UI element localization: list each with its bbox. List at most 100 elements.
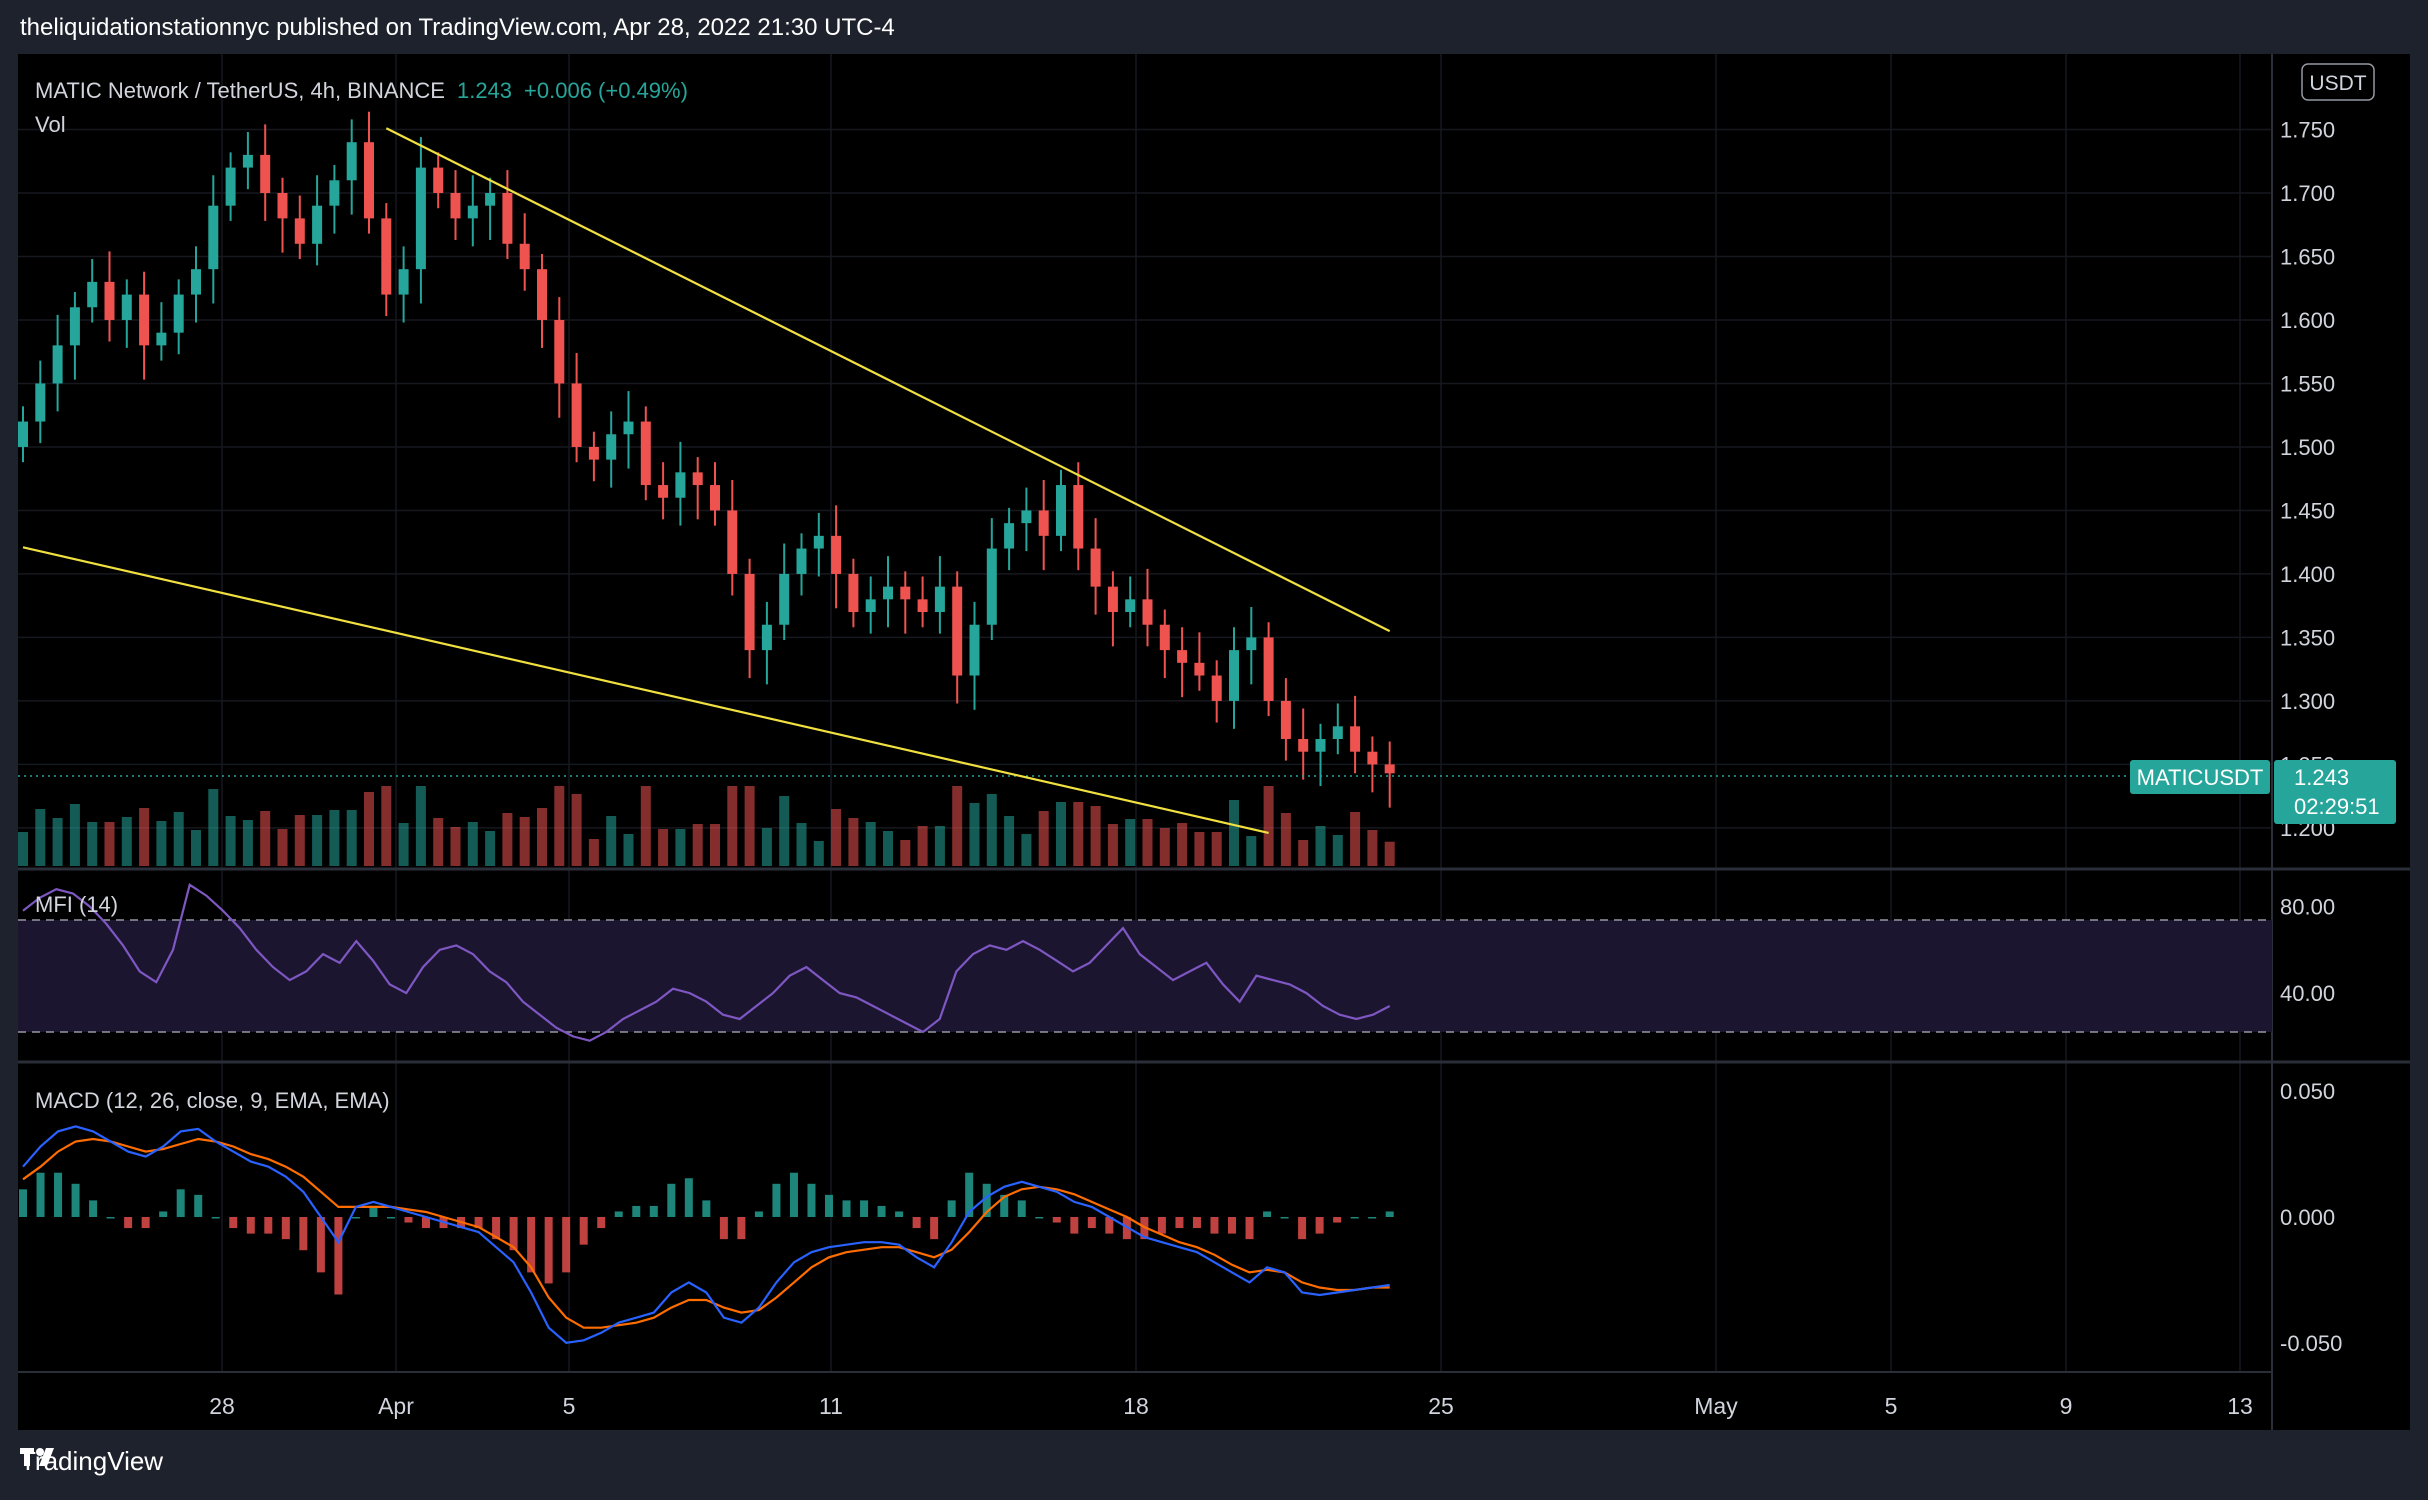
time-tick-label: 13 (2227, 1393, 2253, 1419)
price-tick-label: 1.400 (2280, 562, 2335, 587)
volume-bar (52, 818, 63, 866)
volume-bar (1263, 786, 1274, 866)
volume-bar (381, 786, 392, 866)
macd-histogram-bar (211, 1217, 220, 1219)
macd-histogram-bar (754, 1211, 763, 1217)
price-tag-countdown: 02:29:51 (2294, 794, 2380, 819)
macd-histogram-bar (544, 1217, 553, 1284)
macd-histogram-bar (1245, 1217, 1254, 1240)
footer-brand[interactable]: TradingView (20, 1446, 163, 1477)
price-tick-label: 1.700 (2280, 181, 2335, 206)
macd-histogram-bar (316, 1217, 325, 1273)
volume-bar (1004, 816, 1015, 866)
macd-histogram-bar (930, 1217, 939, 1240)
candle-body (1142, 599, 1153, 625)
chart-area[interactable]: MATIC Network / TetherUS, 4h, BINANCE 1.2… (18, 54, 2410, 1430)
volume-bar (87, 822, 98, 866)
macd-histogram-bar (1017, 1200, 1026, 1217)
candles (18, 111, 1395, 808)
candle-body (329, 180, 340, 206)
macd-histogram-bar (1052, 1217, 1061, 1223)
volume-bar (1177, 823, 1188, 866)
candle-body (381, 218, 392, 295)
macd-histogram-bar (422, 1217, 431, 1229)
mfi-label: MFI (14) (35, 892, 118, 917)
volume-bar (1021, 834, 1032, 866)
price-tick-label: 1.600 (2280, 308, 2335, 333)
candle-body (35, 383, 46, 422)
candle-body (1384, 764, 1395, 774)
macd-tick-label: -0.050 (2280, 1331, 2342, 1356)
candle-body (1315, 739, 1326, 752)
macd-histogram-bar (1263, 1211, 1272, 1217)
candle-body (519, 243, 530, 270)
volume-bar (623, 834, 634, 866)
volume-bar (208, 789, 219, 866)
candle-body (467, 205, 478, 219)
volume-bar (1125, 819, 1136, 866)
volume-bar (519, 817, 530, 866)
candle-body (865, 599, 876, 613)
volume-bar (1142, 819, 1153, 866)
trendline-upper (385, 127, 1391, 633)
volume-bar (1211, 832, 1222, 866)
volume-bar (312, 815, 323, 866)
volume-bar (554, 786, 565, 866)
macd-histogram-bar (1280, 1217, 1289, 1219)
volume-bar (1090, 806, 1101, 866)
macd-histogram-bar (772, 1183, 781, 1217)
volume-bar (831, 809, 842, 866)
trendlines[interactable] (22, 127, 1391, 835)
price-axis[interactable]: 1.750 1.700 1.650 1.600 1.550 1.500 1.450 1.400… (2280, 117, 2342, 1355)
candle-body (1280, 700, 1291, 740)
candle-body (986, 548, 997, 625)
macd-histogram-bar (509, 1217, 518, 1251)
candle-body (1107, 586, 1118, 613)
candle-body (744, 573, 755, 651)
price-tick-label: 1.750 (2280, 117, 2335, 142)
macd-histogram-bar (1192, 1217, 1201, 1229)
currency-button[interactable]: USDT (2301, 63, 2375, 101)
candle-body (727, 510, 738, 574)
macd-histogram-bar (124, 1217, 133, 1229)
candle-body (1211, 675, 1222, 701)
volume-bar (848, 818, 859, 866)
candle-body (640, 421, 651, 486)
macd-histogram-bar (1315, 1217, 1324, 1234)
tradingview-logo-icon (20, 1448, 54, 1466)
macd-histogram-bar (807, 1183, 816, 1217)
volume-bar (104, 822, 115, 866)
candle-body (883, 586, 893, 600)
candle-body (485, 192, 496, 206)
volume-bar (744, 786, 755, 866)
volume-bar (883, 831, 893, 866)
macd-histogram-bar (649, 1205, 658, 1217)
time-tick-label: 5 (563, 1393, 576, 1419)
candle-body (346, 142, 357, 181)
candle-body (1263, 637, 1274, 701)
candle-body (312, 205, 323, 244)
volume-bar (1159, 828, 1170, 866)
volume-bar (571, 794, 582, 866)
macd-histogram-bar (789, 1172, 798, 1217)
candle-body (433, 167, 444, 193)
candle-body (710, 485, 720, 511)
volume-bar (865, 822, 876, 866)
candle-body (450, 192, 461, 219)
volume-bar (917, 826, 928, 866)
macd-histogram-bar (684, 1178, 693, 1217)
price-tick-label: 1.350 (2280, 625, 2335, 650)
volume-bar (537, 808, 547, 866)
candle-body (139, 294, 150, 346)
candlestick-chart[interactable]: MATIC Network / TetherUS, 4h, BINANCE 1.2… (18, 54, 2410, 1430)
macd-histogram-bar (860, 1200, 869, 1217)
candle-body (173, 294, 184, 333)
volume-bar (1384, 841, 1395, 866)
volume-bar (156, 821, 167, 866)
macd-histogram-bar (1175, 1217, 1184, 1229)
macd-histogram-bar (1350, 1217, 1359, 1219)
candle-body (623, 421, 634, 435)
candle-body (1332, 726, 1343, 740)
candle-body (675, 472, 686, 498)
time-axis[interactable]: 28 Apr 5 11 18 25 May 5 9 13 (209, 1393, 2253, 1419)
